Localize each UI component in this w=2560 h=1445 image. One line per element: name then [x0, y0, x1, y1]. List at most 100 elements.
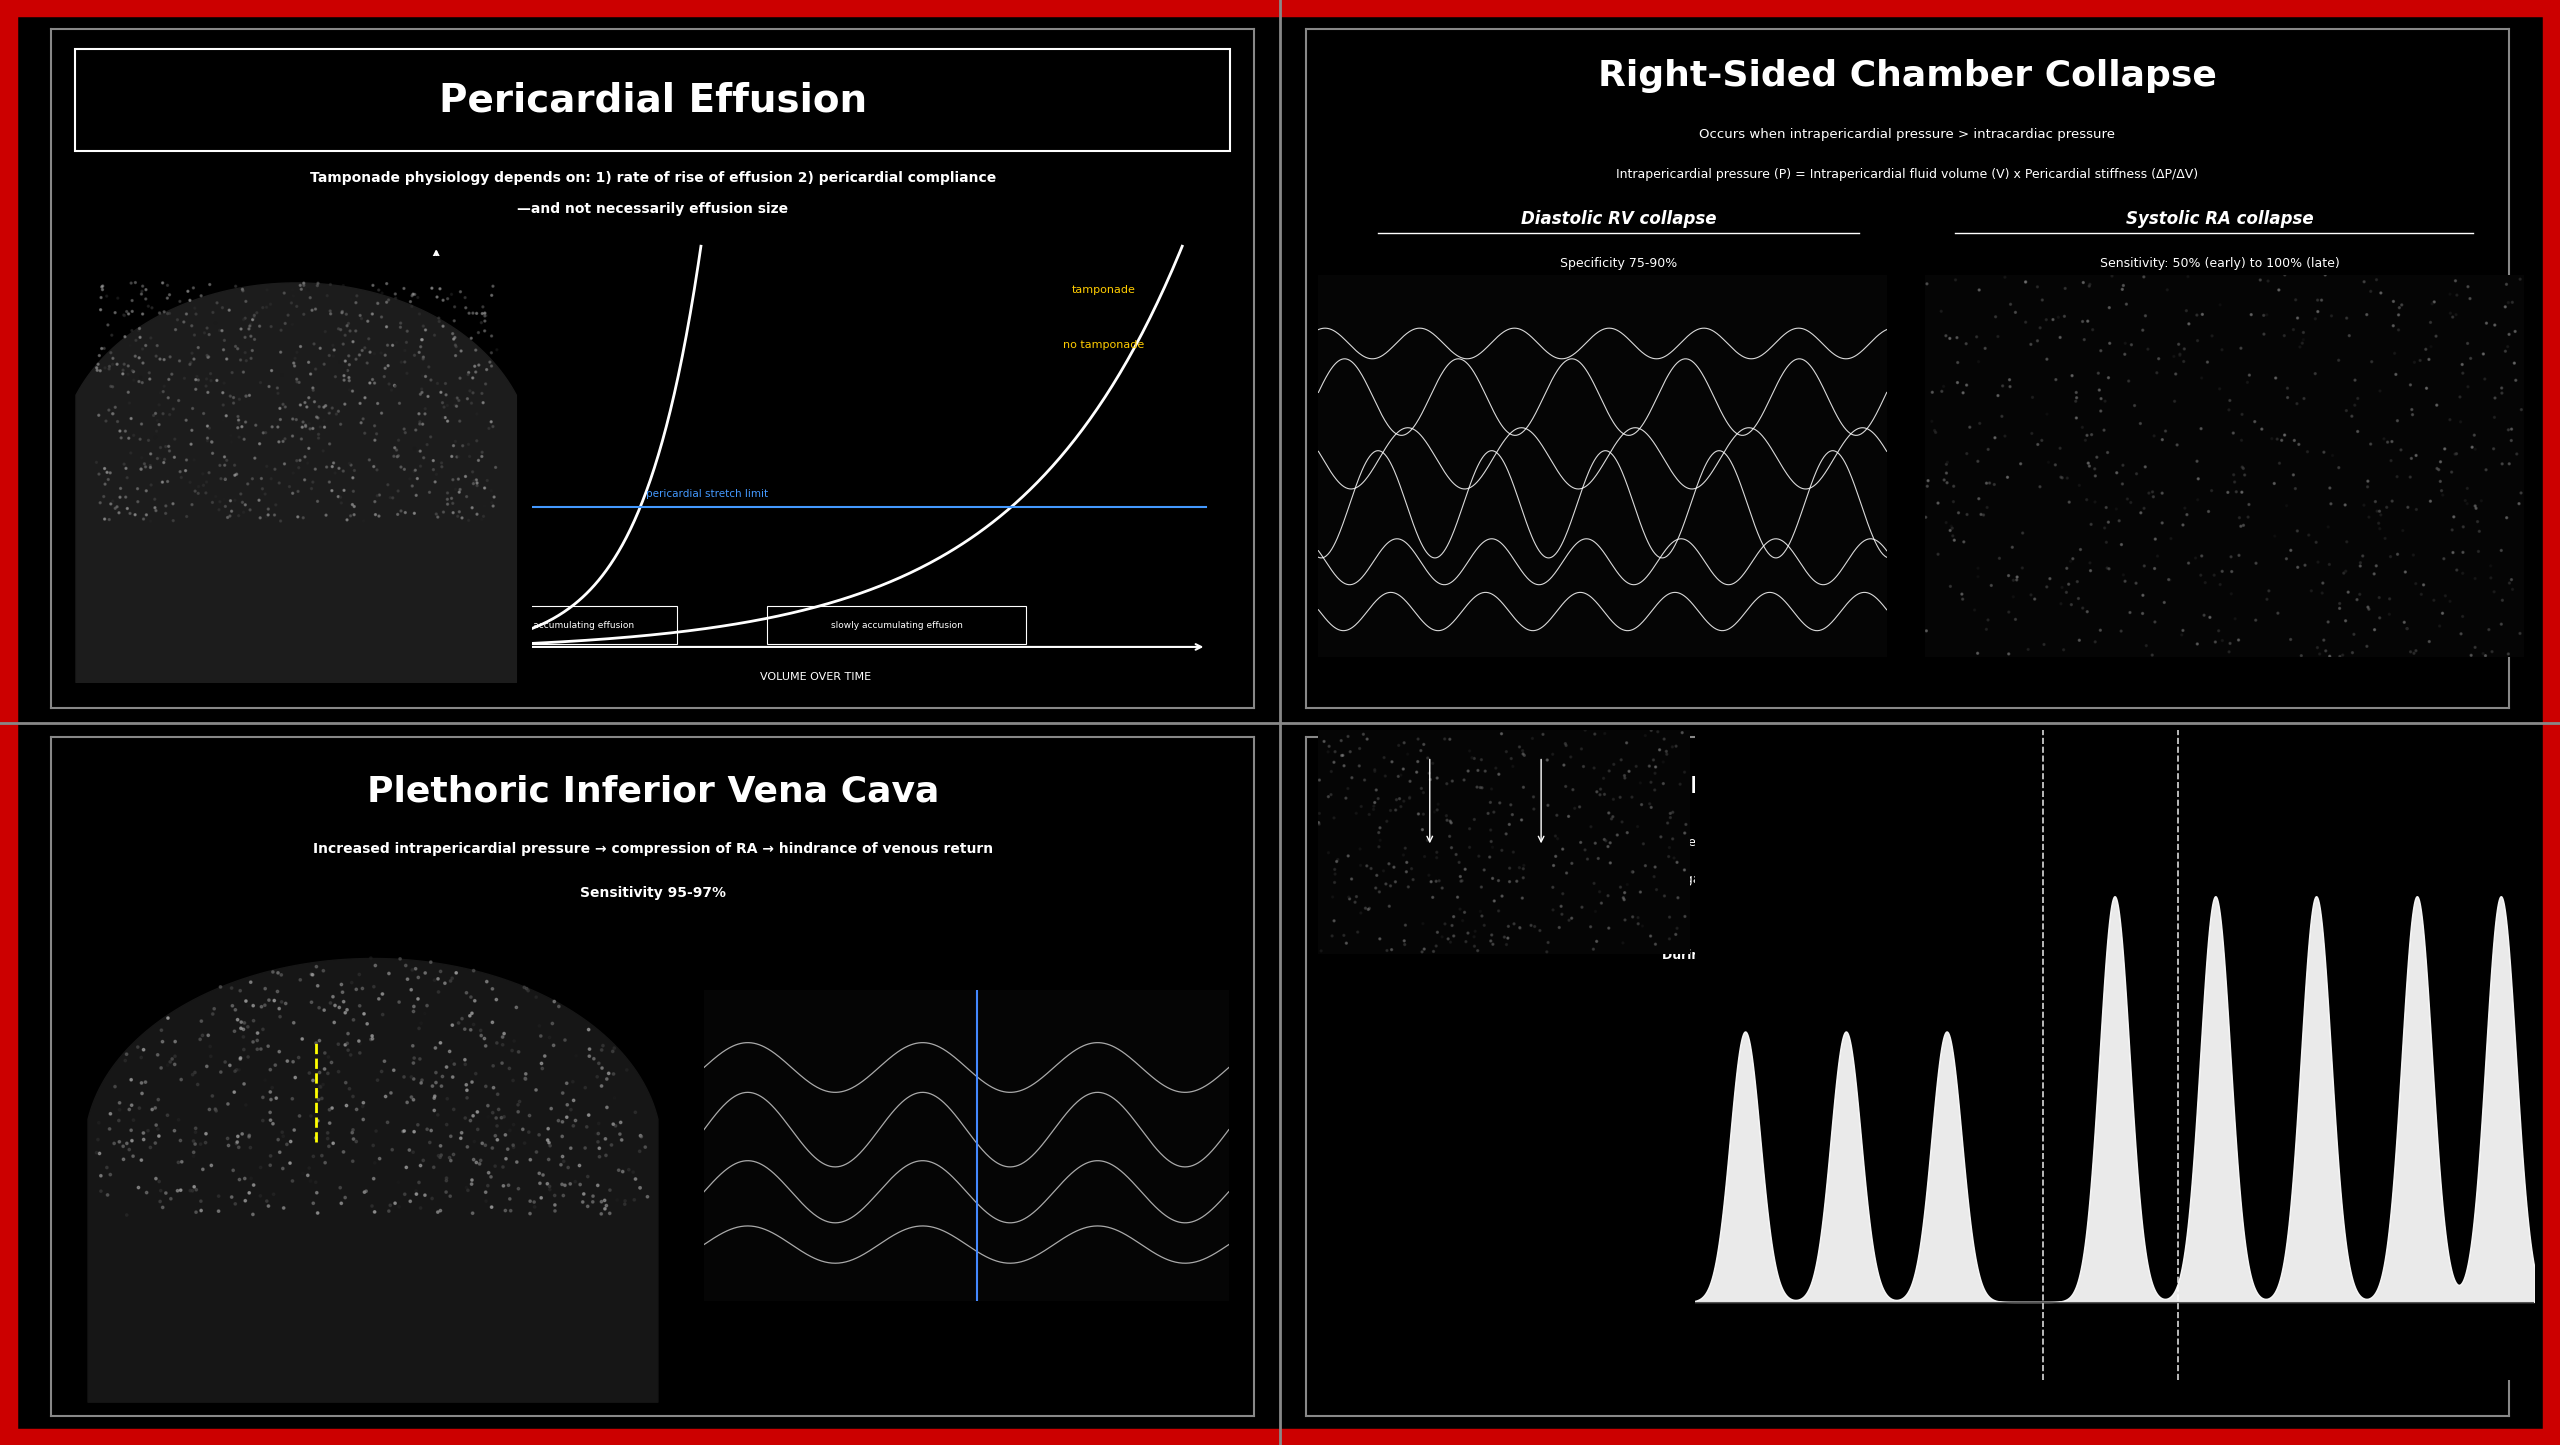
Point: [189, 368, 230, 392]
Point: [545, 1029, 586, 1052]
Point: [412, 1186, 453, 1209]
Point: [1308, 740, 1349, 763]
Point: [136, 334, 177, 357]
Point: [143, 448, 184, 471]
Point: [1403, 845, 1444, 868]
Point: [456, 1150, 497, 1173]
Point: [2176, 449, 2217, 473]
Point: [246, 455, 287, 478]
Point: [333, 467, 374, 490]
Point: [2470, 555, 2511, 578]
Point: [1969, 438, 2010, 461]
Point: [384, 1065, 425, 1088]
Point: [1298, 811, 1339, 834]
Point: [1321, 730, 1362, 753]
Point: [279, 335, 320, 358]
Point: [1321, 744, 1362, 767]
Point: [458, 449, 499, 473]
Point: [1316, 850, 1357, 873]
Point: [125, 334, 166, 357]
Point: [2255, 367, 2296, 390]
Bar: [453, 607, 676, 643]
Point: [108, 1131, 148, 1155]
Point: [1585, 829, 1626, 853]
Point: [2063, 328, 2104, 351]
Point: [1981, 374, 2022, 397]
Point: [223, 428, 264, 451]
Point: [274, 1066, 315, 1090]
Point: [225, 493, 266, 516]
Point: [325, 1001, 366, 1025]
Point: [105, 303, 146, 327]
Point: [2394, 351, 2435, 374]
Point: [2084, 516, 2125, 539]
Point: [246, 506, 287, 529]
Point: [2376, 465, 2417, 488]
Point: [356, 1120, 397, 1143]
Point: [1600, 786, 1641, 809]
Point: [435, 344, 476, 367]
Point: [312, 1131, 353, 1155]
Point: [548, 1094, 589, 1117]
Point: [305, 998, 346, 1022]
Point: [412, 449, 453, 473]
Point: [1564, 754, 1605, 777]
Point: [394, 458, 435, 481]
Point: [77, 1142, 118, 1165]
Point: [576, 1065, 617, 1088]
Point: [1610, 786, 1651, 809]
Point: [259, 416, 300, 439]
Point: [218, 504, 259, 527]
Point: [433, 491, 474, 514]
Point: [230, 347, 271, 370]
Point: [340, 392, 381, 415]
Point: [381, 351, 422, 374]
Point: [486, 1147, 527, 1170]
Point: [2429, 302, 2470, 325]
Point: [1966, 496, 2007, 519]
Point: [417, 980, 458, 1003]
Point: [108, 1139, 148, 1162]
Point: [397, 1182, 438, 1205]
Point: [2004, 270, 2045, 293]
Point: [1580, 880, 1620, 903]
Point: [456, 402, 497, 425]
Point: [220, 483, 261, 506]
Point: [2432, 519, 2473, 542]
Point: [187, 345, 228, 368]
Point: [2086, 556, 2127, 579]
Point: [2348, 506, 2388, 529]
Point: [284, 415, 325, 438]
Point: [215, 454, 256, 477]
Point: [2355, 490, 2396, 513]
Point: [315, 338, 356, 361]
Point: [2440, 386, 2481, 409]
Point: [522, 1163, 563, 1186]
Point: [2460, 490, 2501, 513]
Point: [2194, 630, 2235, 653]
Point: [399, 1017, 440, 1040]
Point: [1341, 795, 1382, 818]
Point: [522, 1056, 563, 1079]
Point: [543, 1081, 584, 1104]
Point: [2271, 629, 2312, 652]
Point: [489, 1188, 530, 1211]
Point: [456, 474, 497, 497]
Point: [238, 432, 279, 455]
Point: [1313, 909, 1354, 932]
Point: [300, 1075, 340, 1098]
Point: [307, 1134, 348, 1157]
Point: [148, 439, 189, 462]
Point: [269, 475, 310, 499]
Point: [2447, 275, 2488, 298]
Point: [397, 484, 438, 507]
Point: [2068, 273, 2109, 296]
Point: [471, 1136, 512, 1159]
Point: [1539, 916, 1580, 939]
Point: [2266, 548, 2307, 571]
Point: [100, 1130, 141, 1153]
Point: [384, 340, 425, 363]
Point: [2394, 543, 2435, 566]
Point: [1444, 900, 1485, 923]
Point: [381, 500, 422, 523]
